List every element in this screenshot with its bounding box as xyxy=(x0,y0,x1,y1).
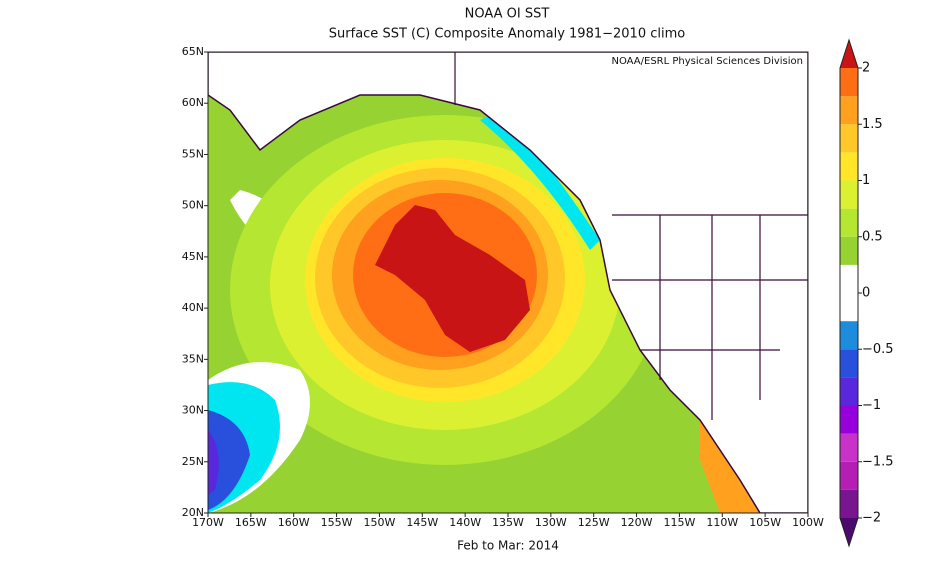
colorbar-label: −1.5 xyxy=(862,454,894,469)
x-tick-label: 110W xyxy=(706,516,738,529)
x-tick-label: 160W xyxy=(278,516,310,529)
y-tick-label: 55N xyxy=(182,147,204,160)
y-tick-label: 30N xyxy=(182,404,204,417)
title: NOAA OI SST xyxy=(465,7,550,22)
colorbar-label: 2 xyxy=(862,61,870,76)
y-tick-label: 60N xyxy=(182,96,204,109)
colorbar-label: 1 xyxy=(862,173,870,188)
x-tick-label: 125W xyxy=(578,516,610,529)
sst-field xyxy=(208,52,808,513)
y-tick-label: 25N xyxy=(182,455,204,468)
colorbar-bin xyxy=(840,293,858,322)
subtitle: Surface SST (C) Composite Anomaly 1981−2… xyxy=(329,27,685,42)
x-tick-label: 165W xyxy=(235,516,267,529)
colorbar-label: −0.5 xyxy=(862,342,894,357)
x-tick-label: 100W xyxy=(792,516,824,529)
colorbar-bin xyxy=(840,433,858,462)
colorbar-bin xyxy=(840,208,858,237)
colorbar-label: −1 xyxy=(862,398,881,413)
colorbar-bin xyxy=(840,321,858,350)
x-tick-label: 145W xyxy=(406,516,438,529)
x-tick-label: 105W xyxy=(749,516,781,529)
credit: NOAA/ESRL Physical Sciences Division xyxy=(612,56,804,67)
credit-box xyxy=(566,54,806,68)
colorbar-label: 1.5 xyxy=(862,117,883,132)
y-tick-label: 40N xyxy=(182,301,204,314)
x-tick-label: 155W xyxy=(321,516,353,529)
colorbar-over xyxy=(840,40,858,68)
y-tick-label: 20N xyxy=(182,506,204,519)
colorbar-bin xyxy=(840,236,858,265)
colorbar-bin xyxy=(840,68,858,97)
colorbar-bin xyxy=(840,264,858,293)
y-tick-label: 35N xyxy=(182,352,204,365)
x-tick-label: 130W xyxy=(535,516,567,529)
y-tick-label: 45N xyxy=(182,250,204,263)
colorbar-bin xyxy=(840,152,858,181)
x-tick-label: 135W xyxy=(492,516,524,529)
colorbar-bin xyxy=(840,489,858,518)
colorbar-bin xyxy=(840,124,858,153)
y-tick-label: 50N xyxy=(182,199,204,212)
colorbar-bin xyxy=(840,405,858,434)
colorbar-label: 0.5 xyxy=(862,229,883,244)
period: Feb to Mar: 2014 xyxy=(457,539,559,553)
colorbar-label: 0 xyxy=(862,286,870,301)
y-tick-label: 65N xyxy=(182,45,204,58)
colorbar-bin xyxy=(840,180,858,209)
x-tick-label: 150W xyxy=(363,516,395,529)
colorbar-under xyxy=(840,518,858,546)
x-tick-label: 115W xyxy=(663,516,695,529)
x-tick-label: 170W xyxy=(192,516,224,529)
colorbar-bin xyxy=(840,96,858,125)
colorbar-bin xyxy=(840,349,858,378)
x-tick-label: 140W xyxy=(449,516,481,529)
colorbar-label: −2 xyxy=(862,511,881,526)
colorbar-bin xyxy=(840,461,858,490)
x-tick-label: 120W xyxy=(621,516,653,529)
colorbar-bin xyxy=(840,377,858,406)
